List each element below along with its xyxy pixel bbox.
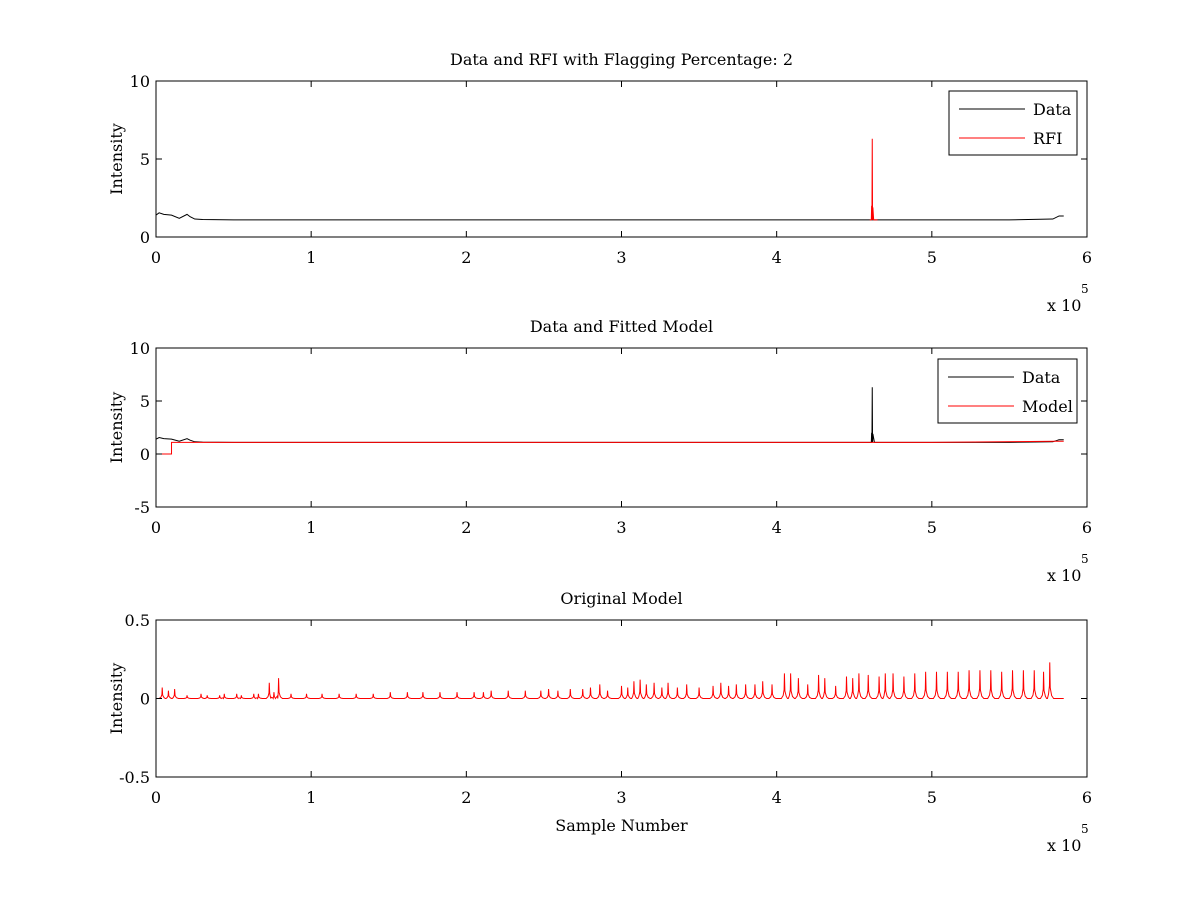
- x-exponent-power: 5: [1081, 282, 1089, 296]
- x-axis-label: Sample Number: [555, 816, 688, 835]
- x-exponent-power: 5: [1081, 822, 1089, 836]
- chart-title: Data and RFI with Flagging Percentage: 2: [450, 50, 793, 69]
- legend: Data Model: [937, 358, 1078, 424]
- x-tick-label: 3: [616, 518, 626, 537]
- x-exponent-power: 5: [1081, 552, 1089, 566]
- x-tick-label: 6: [1082, 788, 1092, 807]
- x-tick-label: 4: [772, 518, 782, 537]
- legend-entry-data: Data: [1022, 368, 1061, 387]
- plot-area: [156, 138, 1064, 221]
- series-line-model: [156, 440, 1064, 455]
- x-tick-label: 0: [151, 248, 161, 267]
- x-tick-label: 2: [461, 248, 471, 267]
- series-line-data: [156, 212, 1064, 221]
- y-tick-label: 0.5: [125, 611, 150, 630]
- legend-entry-data: Data: [1033, 100, 1072, 119]
- x-exponent-label: x 10: [1047, 836, 1081, 855]
- legend-box: [948, 90, 1078, 156]
- series-line-rfi: [869, 138, 878, 221]
- y-tick-label: -5: [134, 498, 150, 517]
- x-tick-label: 1: [306, 518, 316, 537]
- x-tick-label: 5: [927, 248, 937, 267]
- x-tick-label: 1: [306, 788, 316, 807]
- x-tick-label: 5: [927, 788, 937, 807]
- y-tick-label: 0: [140, 445, 150, 464]
- x-tick-label: 4: [772, 788, 782, 807]
- x-exponent-label: x 10: [1047, 566, 1081, 585]
- x-tick-label: 2: [461, 518, 471, 537]
- x-exponent-label: x 10: [1047, 296, 1081, 315]
- legend-entry-model: Model: [1022, 397, 1073, 416]
- x-tick-label: 1: [306, 248, 316, 267]
- legend: Data RFI: [948, 90, 1078, 156]
- chart-title: Original Model: [560, 589, 682, 608]
- y-axis-label: Intensity: [107, 663, 126, 735]
- y-tick-label: 0: [140, 228, 150, 247]
- plot-area: [156, 662, 1064, 700]
- legend-box: [937, 358, 1078, 424]
- y-tick-label: 5: [140, 392, 150, 411]
- x-tick-label: 3: [616, 248, 626, 267]
- x-tick-label: 2: [461, 788, 471, 807]
- x-tick-label: 0: [151, 788, 161, 807]
- y-tick-label: 0: [140, 690, 150, 709]
- x-tick-label: 6: [1082, 518, 1092, 537]
- y-tick-label: 10: [130, 339, 150, 358]
- x-tick-label: 3: [616, 788, 626, 807]
- x-tick-label: 4: [772, 248, 782, 267]
- y-axis-label: Intensity: [107, 123, 126, 195]
- subplot-1: 0 1 2 3 4 5 6 0 5 10 Data and RFI with Flagging Pe…: [107, 50, 1092, 315]
- x-tick-label: 6: [1082, 248, 1092, 267]
- x-tick-label: 5: [927, 518, 937, 537]
- x-tick-label: 0: [151, 518, 161, 537]
- y-tick-label: -0.5: [119, 768, 150, 787]
- series-line-model: [156, 662, 1064, 700]
- legend-entry-rfi: RFI: [1033, 129, 1062, 148]
- chart-title: Data and Fitted Model: [530, 317, 713, 336]
- y-axis-label: Intensity: [107, 392, 126, 464]
- y-tick-label: 10: [130, 72, 150, 91]
- y-tick-label: 5: [140, 150, 150, 169]
- plot-area: [156, 387, 1064, 455]
